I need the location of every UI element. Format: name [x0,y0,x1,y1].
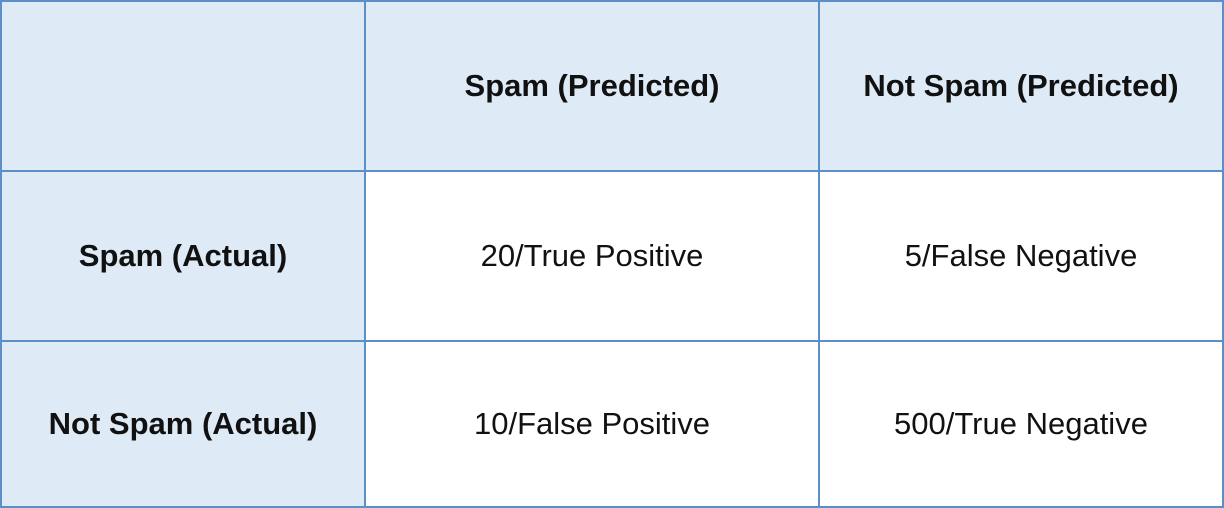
cell-false-positive: 10/False Positive [366,342,818,506]
row-header-not-spam-actual: Not Spam (Actual) [2,342,364,506]
row-header-spam-actual: Spam (Actual) [2,172,364,340]
cell-true-positive: 20/True Positive [366,172,818,340]
column-header-not-spam-predicted: Not Spam (Predicted) [820,2,1222,170]
cell-false-negative: 5/False Negative [820,172,1222,340]
cell-true-negative: 500/True Negative [820,342,1222,506]
corner-cell [2,2,364,170]
column-header-spam-predicted: Spam (Predicted) [366,2,818,170]
